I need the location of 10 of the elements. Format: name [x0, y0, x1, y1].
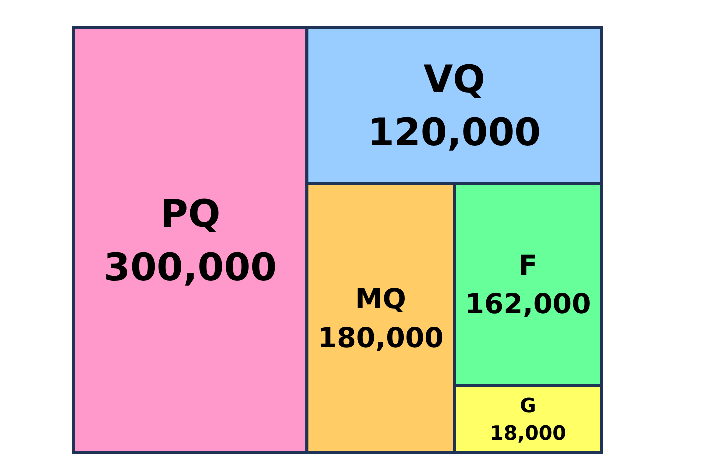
data-label: 120,000	[368, 110, 542, 155]
category-label: PQ	[160, 192, 221, 236]
data-label: 18,000	[490, 422, 566, 446]
category-label: MQ	[355, 282, 406, 316]
category-label: G	[520, 394, 536, 418]
category-label: F	[518, 248, 538, 282]
data-label: 162,000	[465, 288, 592, 321]
data-label: 300,000	[104, 245, 278, 290]
data-label: 180,000	[318, 321, 444, 354]
category-label: VQ	[424, 57, 486, 102]
